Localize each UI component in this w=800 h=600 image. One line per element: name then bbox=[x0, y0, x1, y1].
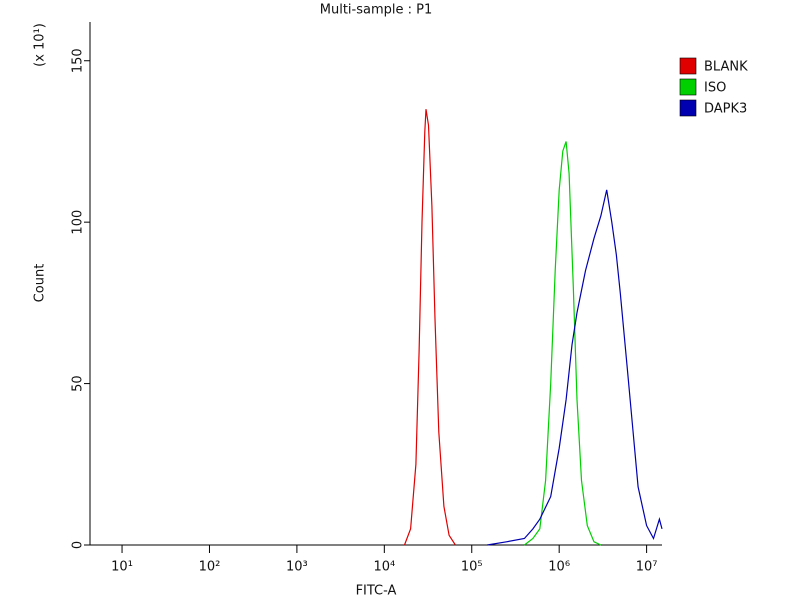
legend-label: DAPK3 bbox=[704, 102, 747, 117]
legend-label: BLANK bbox=[704, 60, 748, 75]
y-tick-label: 0 bbox=[71, 541, 86, 549]
y-tick-label: 50 bbox=[71, 375, 86, 392]
y-multiplier: (x 10¹) bbox=[33, 23, 48, 67]
legend-swatch bbox=[679, 57, 697, 75]
series-line bbox=[403, 109, 456, 546]
x-tick-label: 10⁵ bbox=[461, 560, 483, 575]
y-tick-label: 100 bbox=[71, 210, 86, 235]
x-tick-label: 10³ bbox=[286, 560, 308, 575]
x-tick-label: 10² bbox=[199, 560, 221, 575]
chart-title: Multi-sample : P1 bbox=[320, 3, 433, 18]
y-tick-label: 150 bbox=[71, 48, 86, 73]
x-axis-label: FITC-A bbox=[356, 584, 397, 599]
series-line bbox=[524, 141, 602, 546]
legend-swatch bbox=[679, 78, 697, 96]
legend-swatch bbox=[679, 99, 697, 117]
legend-label: ISO bbox=[704, 81, 726, 96]
y-axis-label: Count bbox=[33, 264, 48, 303]
x-tick-label: 10⁷ bbox=[636, 560, 658, 575]
x-tick-label: 10⁴ bbox=[373, 560, 395, 575]
x-tick-label: 10¹ bbox=[111, 560, 133, 575]
series-line bbox=[487, 189, 663, 546]
x-tick-label: 10⁶ bbox=[548, 560, 570, 575]
